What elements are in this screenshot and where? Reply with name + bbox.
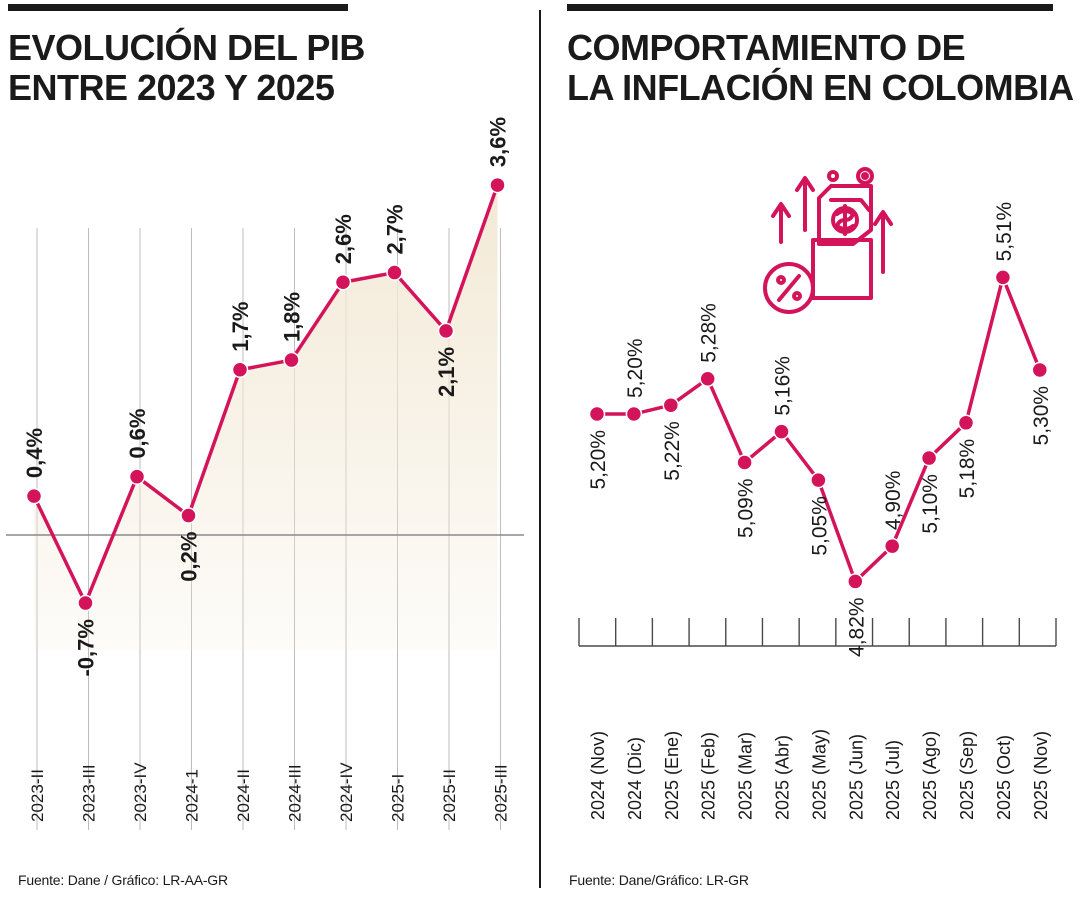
pib-point: [283, 351, 300, 369]
inflacion-point: [588, 405, 606, 423]
inflacion-chart: 5,20% 5,20% 5,22% 5,28% 5,09% 5,16% 5,05% 4,82%…: [578, 167, 1057, 820]
pib-category-label: 2025-II: [440, 769, 459, 822]
pib-category-label: 2024-1: [183, 769, 202, 822]
pib-point: [334, 274, 352, 291]
pib-category-label: 2025-III: [492, 764, 511, 822]
inflacion-point: [699, 370, 716, 388]
inflacion-point: [773, 423, 790, 440]
inflacion-category-label: 2024 (Nov): [588, 731, 608, 820]
inflacion-category-label: 2025 (Abr): [773, 735, 793, 820]
pib-point: [386, 264, 403, 281]
pib-value-label: 0,2%: [177, 532, 202, 582]
inflacion-value-label: 4,82%: [845, 597, 868, 657]
pib-value-label: 1,7%: [228, 302, 253, 352]
pib-category-label: 2024-IV: [337, 762, 356, 822]
inflacion-point: [847, 573, 864, 590]
inflacion-category-label: 2025 (Oct): [994, 735, 1014, 820]
pib-chart: 0,4% -0,7% 0,6% 0,2% 1,7% 1,8% 2,6% 2,7% 2,1% 3,6…: [6, 117, 524, 830]
pib-value-label: 0,6%: [125, 409, 150, 459]
pib-value-label: 2,1%: [434, 347, 459, 397]
pib-series-line: [32, 184, 500, 605]
inflacion-value-label: 5,51%: [993, 202, 1016, 262]
inflacion-category-label: 2025 (Jul): [883, 740, 903, 820]
inflacion-point: [736, 454, 753, 471]
inflacion-category-label: 2025 (May): [809, 729, 829, 820]
pib-value-label: 3,6%: [486, 117, 511, 167]
pib-category-label: 2023-III: [80, 764, 99, 822]
inflacion-point: [810, 471, 827, 489]
pib-value-label: 2,6%: [331, 214, 356, 264]
inflacion-category-label: 2025 (Mar): [736, 732, 756, 820]
pib-point: [25, 487, 43, 505]
inflacion-point: [662, 396, 680, 414]
inflacion-point: [625, 405, 643, 423]
inflacion-point: [957, 414, 975, 432]
inflacion-value-label: 5,30%: [1030, 386, 1053, 446]
inflacion-point: [994, 269, 1012, 286]
inflacion-point: [1031, 361, 1049, 379]
inflacion-source: Fuente: Dane/Gráfico: LR-GR: [569, 872, 749, 888]
pib-title: EVOLUCIÓN DEL PIB ENTRE 2023 Y 2025: [8, 28, 365, 108]
pib-category-label: 2024-III: [286, 764, 305, 822]
pib-category-label: 2023-IV: [131, 762, 150, 822]
inflacion-title: COMPORTAMIENTO DE LA INFLACIÓN EN COLOMB…: [567, 28, 1074, 108]
inflacion-value-label: 5,28%: [698, 303, 721, 363]
pib-point: [180, 507, 197, 524]
pib-point: [231, 361, 249, 379]
pib-value-label: 1,8%: [280, 292, 305, 342]
inflacion-value-label: 5,20%: [624, 338, 647, 398]
inflacion-category-label: 2025 (Jun): [846, 734, 866, 820]
inflacion-category-label: 2024 (Dic): [625, 737, 645, 820]
pib-value-label: -0,7%: [74, 619, 99, 676]
inflacion-category-label: 2025 (Ago): [920, 731, 940, 820]
pib-point: [128, 468, 146, 485]
inflacion-category-label: 2025 (Nov): [1031, 731, 1051, 820]
pib-source: Fuente: Dane / Gráfico: LR-AA-GR: [18, 872, 228, 888]
inflacion-value-label: 5,09%: [735, 478, 758, 538]
pib-top-rule: [8, 4, 348, 11]
inflacion-value-label: 5,16%: [772, 356, 795, 416]
panel-divider: [539, 10, 541, 888]
inflacion-value-label: 5,10%: [919, 474, 942, 534]
inflacion-value-label: 4,90%: [882, 471, 905, 531]
inflacion-point: [920, 449, 938, 467]
inflacion-title-line2: LA INFLACIÓN EN COLOMBIA: [567, 67, 1074, 108]
inflacion-value-label: 5,05%: [808, 496, 831, 556]
inflacion-value-label: 5,18%: [956, 439, 979, 499]
pib-value-label: 2,7%: [383, 204, 408, 254]
inflacion-top-rule: [567, 4, 1053, 11]
inflacion-category-label: 2025 (Ene): [662, 731, 682, 820]
inflacion-panel: COMPORTAMIENTO DE LA INFLACIÓN EN COLOMB…: [541, 0, 1080, 900]
pib-point: [437, 322, 455, 340]
inflacion-category-label: 2025 (Feb): [699, 732, 719, 820]
pib-panel: EVOLUCIÓN DEL PIB ENTRE 2023 Y 2025 0,4%…: [6, 4, 524, 888]
pib-title-line2: ENTRE 2023 Y 2025: [8, 67, 335, 108]
inflacion-title-line1: COMPORTAMIENTO DE: [567, 27, 966, 68]
inflacion-value-label: 5,20%: [587, 430, 610, 490]
pib-value-label: 0,4%: [22, 428, 47, 478]
price-increase-icon: [763, 167, 893, 314]
pib-title-line1: EVOLUCIÓN DEL PIB: [8, 27, 365, 68]
pib-point: [489, 176, 506, 194]
pib-category-label: 2025-I: [389, 774, 408, 822]
pib-area: [34, 185, 498, 650]
pib-point: [77, 594, 94, 612]
inflacion-point: [883, 537, 901, 555]
inflacion-value-label: 5,22%: [661, 421, 684, 481]
pib-category-label: 2024-II: [234, 769, 253, 822]
pib-category-label: 2023-II: [28, 769, 47, 822]
inflacion-category-label: 2025 (Sep): [957, 731, 977, 820]
